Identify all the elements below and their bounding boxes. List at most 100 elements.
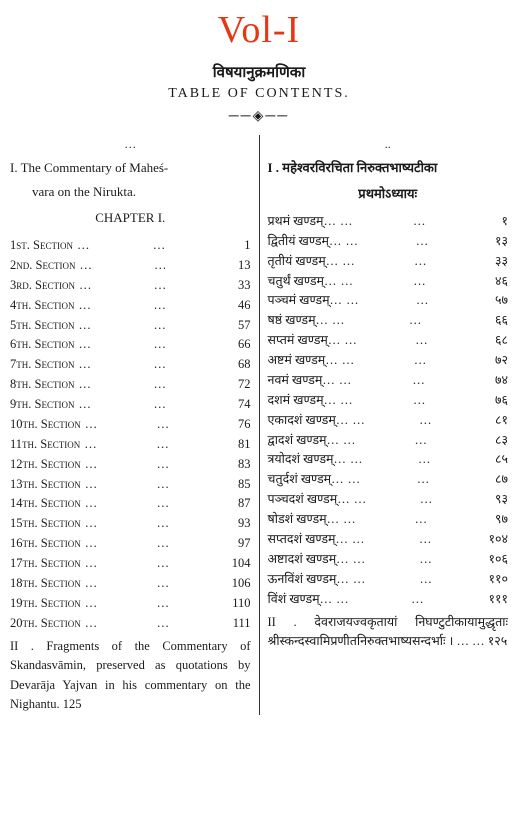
toc-row: अष्टादशं खण्डम्………१०६ (268, 550, 509, 569)
toc-dots: … (415, 570, 482, 589)
toc-label: 5th. Section (10, 316, 74, 335)
toc-label: 3rd. Section (10, 276, 75, 295)
toc-dots: … (412, 232, 482, 251)
toc-label: अष्टमं खण्डम्… (268, 351, 338, 370)
toc-page: १०६ (482, 550, 508, 569)
toc-dots: … (81, 534, 153, 553)
toc-dots: … (153, 614, 225, 633)
toc-dots: … (81, 455, 153, 474)
toc-dots: … (74, 296, 149, 315)
toc-label: चतुर्थं खण्डम्… (268, 272, 337, 291)
toc-page: १३ (482, 232, 508, 251)
toc-page: ५७ (482, 291, 508, 310)
toc-label: द्वितीयं खण्डम्… (268, 232, 342, 251)
toc-label: दशमं खण्डम्… (268, 391, 337, 410)
toc-dots: … (75, 276, 150, 295)
toc-dots: … (149, 375, 224, 394)
toc-dots: … (74, 316, 149, 335)
toc-dots: … (328, 311, 405, 330)
toc-page: 72 (225, 375, 251, 394)
toc-dots: … (412, 291, 482, 310)
left-title-line1: I. The Commentary of Maheś- (10, 158, 251, 178)
right-sections: प्रथमं खण्डम्………१द्वितीयं खण्डम्………१३तृत… (268, 212, 509, 609)
toc-dots: … (340, 331, 411, 350)
toc-dots: … (410, 351, 482, 370)
toc-page: 66 (225, 335, 251, 354)
toc-label: ऊनविंशं खण्डम्… (268, 570, 349, 589)
toc-page: 81 (225, 435, 251, 454)
toc-row: त्रयोदशं खण्डम्………८५ (268, 450, 509, 469)
toc-label: प्रथमं खण्डम्… (268, 212, 337, 231)
toc-dots: … (149, 296, 224, 315)
toc-dots: … (153, 475, 225, 494)
toc-dots: … (416, 490, 482, 509)
toc-dots: … (415, 530, 482, 549)
toc-row: दशमं खण्डम्………७६ (268, 391, 509, 410)
toc-row: 9th. Section……74 (10, 395, 251, 414)
toc-label: 7th. Section (10, 355, 74, 374)
toc-row: नवमं खण्डम्………७४ (268, 371, 509, 390)
toc-page: ८३ (482, 431, 508, 450)
toc-label: पञ्चदशं खण्डम्… (268, 490, 350, 509)
toc-label: चतुर्दशं खण्डम्… (268, 470, 344, 489)
toc-dots: … (153, 415, 225, 434)
toc-dots: … (332, 590, 407, 609)
right-chapter: प्रथमोऽध्यायः (268, 184, 509, 204)
toc-page: 85 (225, 475, 251, 494)
toc-dots: … (81, 475, 153, 494)
toc-page: 111 (225, 614, 251, 633)
toc-page: ४६ (482, 272, 508, 291)
toc-dots: … (150, 276, 225, 295)
toc-dots: … (336, 212, 409, 231)
toc-page: ३३ (482, 252, 508, 271)
toc-page: 87 (225, 494, 251, 513)
toc-dots: … (409, 272, 482, 291)
toc-dots: … (335, 371, 409, 390)
toc-dots: … (81, 494, 153, 513)
toc-row: एकादशं खण्डम्………८१ (268, 411, 509, 430)
toc-label: 15th. Section (10, 514, 81, 533)
toc-label: 20th. Section (10, 614, 81, 633)
toc-page: 1 (225, 236, 251, 255)
toc-row: 16th. Section……97 (10, 534, 251, 553)
toc-row: 12th. Section……83 (10, 455, 251, 474)
toc-dots: … (153, 494, 225, 513)
toc-row: 10th. Section……76 (10, 415, 251, 434)
toc-label: 4th. Section (10, 296, 74, 315)
toc-dots: … (73, 236, 149, 255)
right-title: I . महेश्वरविरचिता निरुक्तभाष्यटीका (268, 158, 509, 178)
toc-dots: … (74, 335, 149, 354)
toc-dots: … (344, 470, 413, 489)
toc-dots: … (338, 252, 410, 271)
toc-row: 5th. Section……57 (10, 316, 251, 335)
toc-row: सप्तमं खण्डम्………६८ (268, 331, 509, 350)
toc-dots: … (411, 331, 482, 350)
toc-dots: … (337, 272, 410, 291)
toc-label: 8th. Section (10, 375, 74, 394)
toc-dots: … (409, 212, 482, 231)
toc-page: १११ (482, 590, 508, 609)
toc-label: 12th. Section (10, 455, 81, 474)
toc-dots: … (74, 355, 149, 374)
left-column: … I. The Commentary of Maheś- vara on th… (10, 135, 260, 715)
toc-dots: … (74, 395, 149, 414)
toc-label: 11th. Section (10, 435, 80, 454)
toc-row: ऊनविंशं खण्डम्………११० (268, 570, 509, 589)
toc-dots: … (408, 371, 482, 390)
toc-dots: … (81, 514, 153, 533)
toc-row: 13th. Section……85 (10, 475, 251, 494)
toc-dots: … (348, 530, 415, 549)
toc-row: 11th. Section……81 (10, 435, 251, 454)
toc-page: 104 (225, 554, 251, 573)
toc-dots: … (342, 291, 412, 310)
toc-label: अष्टादशं खण्डम्… (268, 550, 349, 569)
toc-row: प्रथमं खण्डम्………१ (268, 212, 509, 231)
toc-page: ९३ (482, 490, 508, 509)
toc-row: 4th. Section……46 (10, 296, 251, 315)
toc-page: 110 (225, 594, 251, 613)
toc-row: 3rd. Section……33 (10, 276, 251, 295)
toc-dots: … (75, 256, 150, 275)
toc-dots: … (153, 594, 225, 613)
toc-row: चतुर्दशं खण्डम्………८७ (268, 470, 509, 489)
toc-row: 2nd. Section……13 (10, 256, 251, 275)
